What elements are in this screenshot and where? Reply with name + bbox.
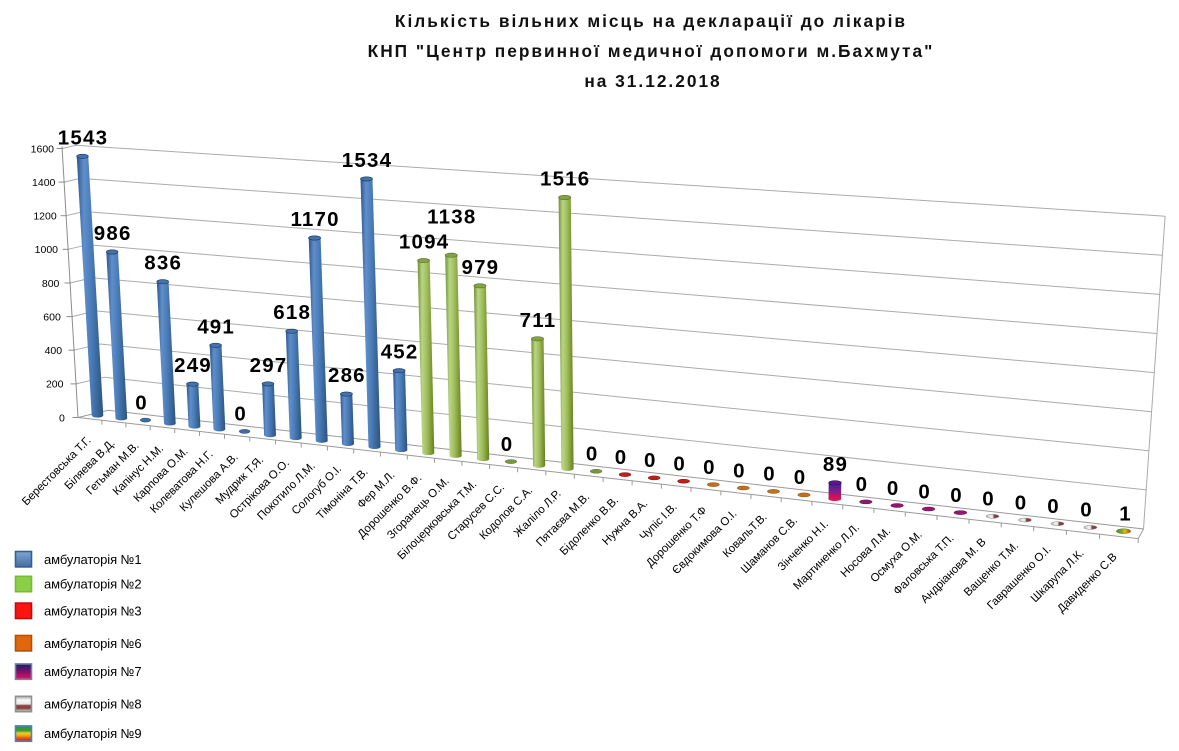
svg-text:0: 0: [703, 456, 714, 479]
svg-text:400: 400: [45, 345, 63, 357]
svg-text:0: 0: [586, 443, 597, 466]
svg-text:амбулаторія №9: амбулаторія №9: [44, 726, 142, 741]
svg-text:600: 600: [43, 311, 61, 323]
svg-text:0: 0: [950, 484, 961, 507]
svg-text:1516: 1516: [540, 168, 590, 191]
svg-text:0: 0: [1015, 491, 1026, 514]
svg-text:0: 0: [1047, 495, 1058, 518]
svg-text:0: 0: [856, 473, 867, 496]
svg-text:800: 800: [42, 278, 60, 290]
svg-text:979: 979: [461, 256, 499, 279]
svg-text:0: 0: [59, 412, 65, 424]
svg-text:1000: 1000: [35, 244, 59, 256]
svg-text:0: 0: [763, 463, 774, 486]
svg-text:452: 452: [381, 341, 419, 364]
svg-text:Кількість вільних місць на дек: Кількість вільних місць на декларації до…: [395, 11, 907, 31]
svg-text:0: 0: [1080, 499, 1091, 522]
svg-text:1094: 1094: [399, 231, 449, 254]
svg-text:амбулаторія №2: амбулаторія №2: [44, 577, 142, 592]
svg-text:1543: 1543: [58, 126, 108, 149]
svg-text:297: 297: [250, 354, 288, 377]
svg-text:0: 0: [501, 433, 512, 456]
svg-text:1138: 1138: [427, 206, 476, 229]
svg-text:89: 89: [823, 453, 848, 476]
svg-text:836: 836: [144, 252, 182, 275]
svg-text:1: 1: [1119, 503, 1130, 526]
svg-text:амбулаторія №6: амбулаторія №6: [44, 636, 142, 651]
svg-text:200: 200: [46, 379, 64, 391]
svg-text:1170: 1170: [290, 208, 339, 231]
svg-text:286: 286: [328, 364, 366, 387]
svg-text:0: 0: [887, 477, 898, 500]
svg-text:0: 0: [234, 403, 245, 426]
svg-text:на 31.12.2018: на 31.12.2018: [584, 71, 721, 91]
svg-text:491: 491: [197, 315, 235, 338]
svg-text:0: 0: [982, 488, 993, 511]
svg-text:711: 711: [520, 309, 557, 332]
svg-text:0: 0: [673, 453, 684, 476]
svg-text:1534: 1534: [342, 149, 392, 172]
svg-text:249: 249: [174, 354, 212, 377]
svg-text:0: 0: [794, 466, 805, 489]
svg-text:0: 0: [918, 480, 929, 503]
svg-text:КНП "Центр первинної медичної: КНП "Центр первинної медичної допомоги м…: [368, 41, 935, 61]
svg-text:0: 0: [615, 446, 626, 469]
svg-text:0: 0: [135, 391, 146, 414]
svg-text:1400: 1400: [32, 177, 56, 189]
svg-text:амбулаторія №8: амбулаторія №8: [44, 697, 142, 712]
svg-text:1200: 1200: [33, 211, 57, 223]
svg-text:амбулаторія №7: амбулаторія №7: [44, 664, 142, 679]
svg-text:1600: 1600: [31, 143, 55, 155]
svg-text:618: 618: [273, 301, 311, 324]
svg-text:амбулаторія №3: амбулаторія №3: [44, 603, 142, 618]
svg-text:0: 0: [733, 459, 744, 482]
svg-text:амбулаторія №1: амбулаторія №1: [44, 552, 142, 567]
svg-text:0: 0: [644, 449, 655, 472]
svg-text:986: 986: [94, 222, 132, 245]
